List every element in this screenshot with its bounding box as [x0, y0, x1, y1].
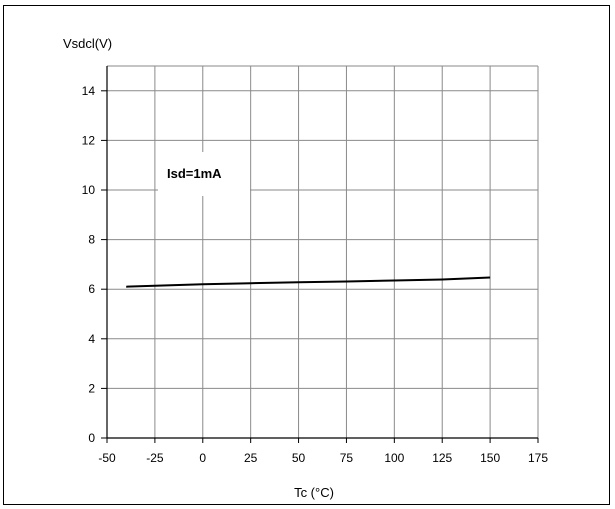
- x-tick-label: 100: [384, 451, 404, 465]
- x-tick-label: 125: [432, 451, 452, 465]
- chart-frame: [3, 5, 610, 505]
- y-tick-label: 0: [88, 431, 95, 445]
- y-tick-label: 10: [82, 183, 96, 197]
- x-tick-label: 75: [340, 451, 354, 465]
- x-tick-label: 25: [244, 451, 258, 465]
- y-tick-label: 2: [88, 381, 95, 395]
- y-tick-label: 8: [88, 233, 95, 247]
- series-line: [126, 276, 491, 288]
- y-tick-label: 12: [82, 133, 96, 147]
- x-tick-label: -50: [98, 451, 116, 465]
- tick-labels: 0 2 4 6 8 10 12 14 -50 -25 0 25 50 75 100 125 150 175: [82, 84, 549, 465]
- y-tick-label: 6: [88, 282, 95, 296]
- axes: [101, 66, 539, 443]
- series: [126, 276, 491, 288]
- x-tick-label: 0: [199, 451, 206, 465]
- y-tick-label: 4: [88, 332, 95, 346]
- x-tick-label: 175: [528, 451, 548, 465]
- annotation-label: Isd=1mA: [167, 166, 222, 181]
- y-tick-label: 14: [82, 84, 96, 98]
- grid: [107, 65, 539, 438]
- x-tick-label: 50: [292, 451, 306, 465]
- annotation-background: [158, 152, 250, 196]
- x-axis-label: Tc (°C): [294, 485, 334, 500]
- x-tick-label: 150: [480, 451, 500, 465]
- y-axis-label: Vsdcl(V): [63, 36, 112, 51]
- x-tick-label: -25: [146, 451, 164, 465]
